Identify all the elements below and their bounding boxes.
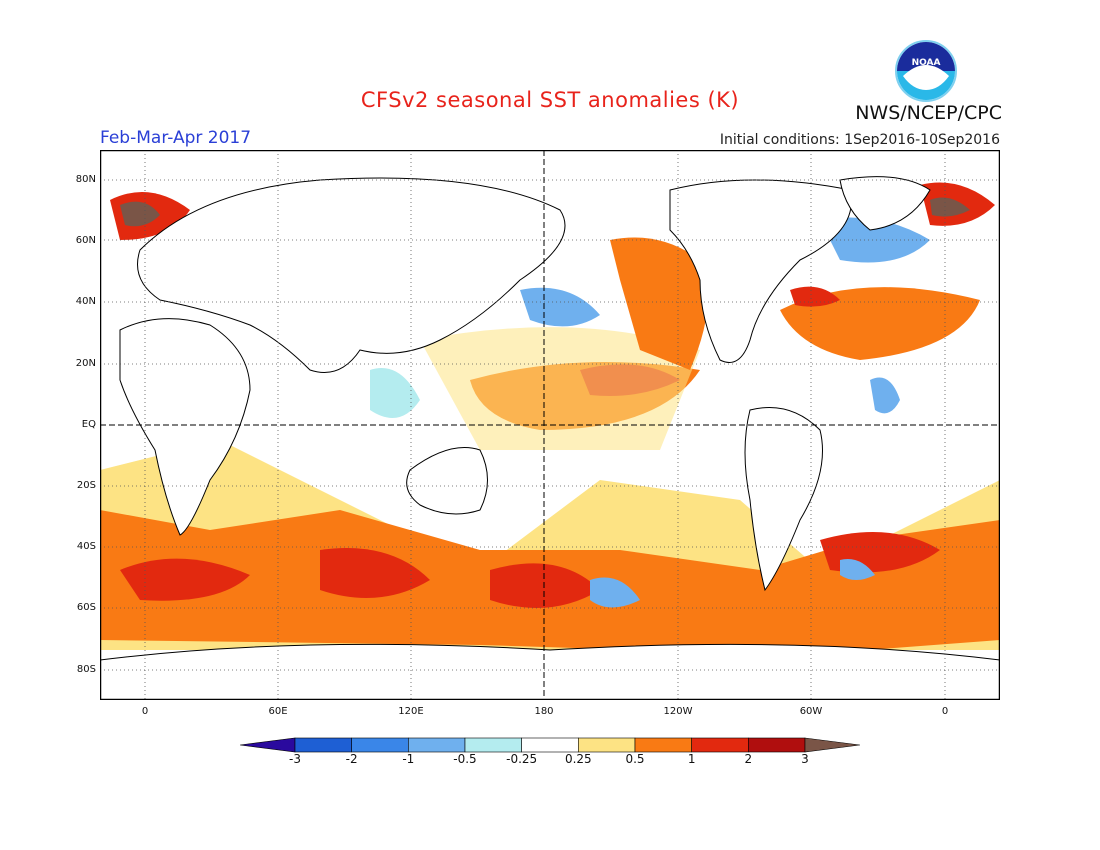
- colorbar-swatch: [464, 737, 522, 753]
- lat-label: 80S: [76, 664, 96, 675]
- colorbar-tick-label: -3: [289, 752, 301, 766]
- continent-greenland: [839, 176, 931, 231]
- sst-anomaly-map: [100, 150, 1000, 700]
- colorbar-swatch: [351, 737, 409, 753]
- lat-label: 20N: [75, 358, 96, 369]
- colorbar-tick-label: 2: [744, 752, 753, 766]
- lat-label: 40S: [76, 541, 96, 552]
- lat-label: 40N: [75, 296, 96, 307]
- lon-label: 180: [534, 706, 554, 717]
- lon-label: 120E: [398, 706, 424, 717]
- lon-label: 0: [941, 706, 949, 717]
- initial-conditions-label: Initial conditions: 1Sep2016-10Sep2016: [719, 132, 1000, 148]
- colorbar-tick-label: -1: [402, 752, 415, 766]
- lat-label: 20S: [76, 480, 96, 491]
- colorbar-tick-label: -2: [345, 752, 358, 766]
- colorbar: [240, 737, 860, 753]
- continent-africa: [119, 318, 251, 536]
- colorbar-swatch: [408, 737, 466, 753]
- colorbar-arrow-low: [240, 737, 296, 753]
- continent-australia: [406, 447, 488, 515]
- colorbar-swatch: [578, 737, 636, 753]
- noaa-logo-icon: NOAA: [895, 40, 957, 102]
- lat-label: EQ: [81, 419, 96, 430]
- continents: [100, 176, 1000, 700]
- colorbar-tick-label: 0.5: [625, 752, 645, 766]
- colorbar-swatch: [748, 737, 806, 753]
- colorbar-swatch: [521, 737, 579, 753]
- lat-label: 80N: [75, 174, 96, 185]
- colorbar-tick-label: 0.25: [564, 752, 592, 766]
- colorbar-tick-label: 1: [687, 752, 696, 766]
- colorbar-tick-label: 3: [801, 752, 809, 766]
- map-border: [100, 150, 1000, 700]
- lon-label: 60W: [799, 706, 823, 717]
- lon-label: 60E: [268, 706, 288, 717]
- colorbar-arrow-high: [804, 737, 860, 753]
- lon-label: 0: [141, 706, 149, 717]
- continent-antarctica: [100, 643, 1000, 700]
- lat-label: 60S: [76, 602, 96, 613]
- agency-label: NWS/NCEP/CPC: [855, 102, 1002, 124]
- lon-label: 120W: [663, 706, 693, 717]
- noaa-logo-text: NOAA: [912, 58, 941, 68]
- colorbar-tick-label: -0.5: [453, 752, 477, 766]
- continent-north-america: [669, 179, 852, 363]
- colorbar-swatch: [634, 737, 692, 753]
- colorbar-swatch: [691, 737, 749, 753]
- season-label: Feb-Mar-Apr 2017: [100, 128, 252, 148]
- chart-title: CFSv2 seasonal SST anomalies (K): [360, 88, 740, 112]
- colorbar-swatch: [294, 737, 352, 753]
- anomaly-fields: [100, 182, 1000, 655]
- continent-south-america: [744, 407, 823, 592]
- lat-label: 60N: [75, 235, 96, 246]
- continent-eurasia: [137, 177, 566, 373]
- colorbar-tick-label: -0.25: [506, 752, 538, 766]
